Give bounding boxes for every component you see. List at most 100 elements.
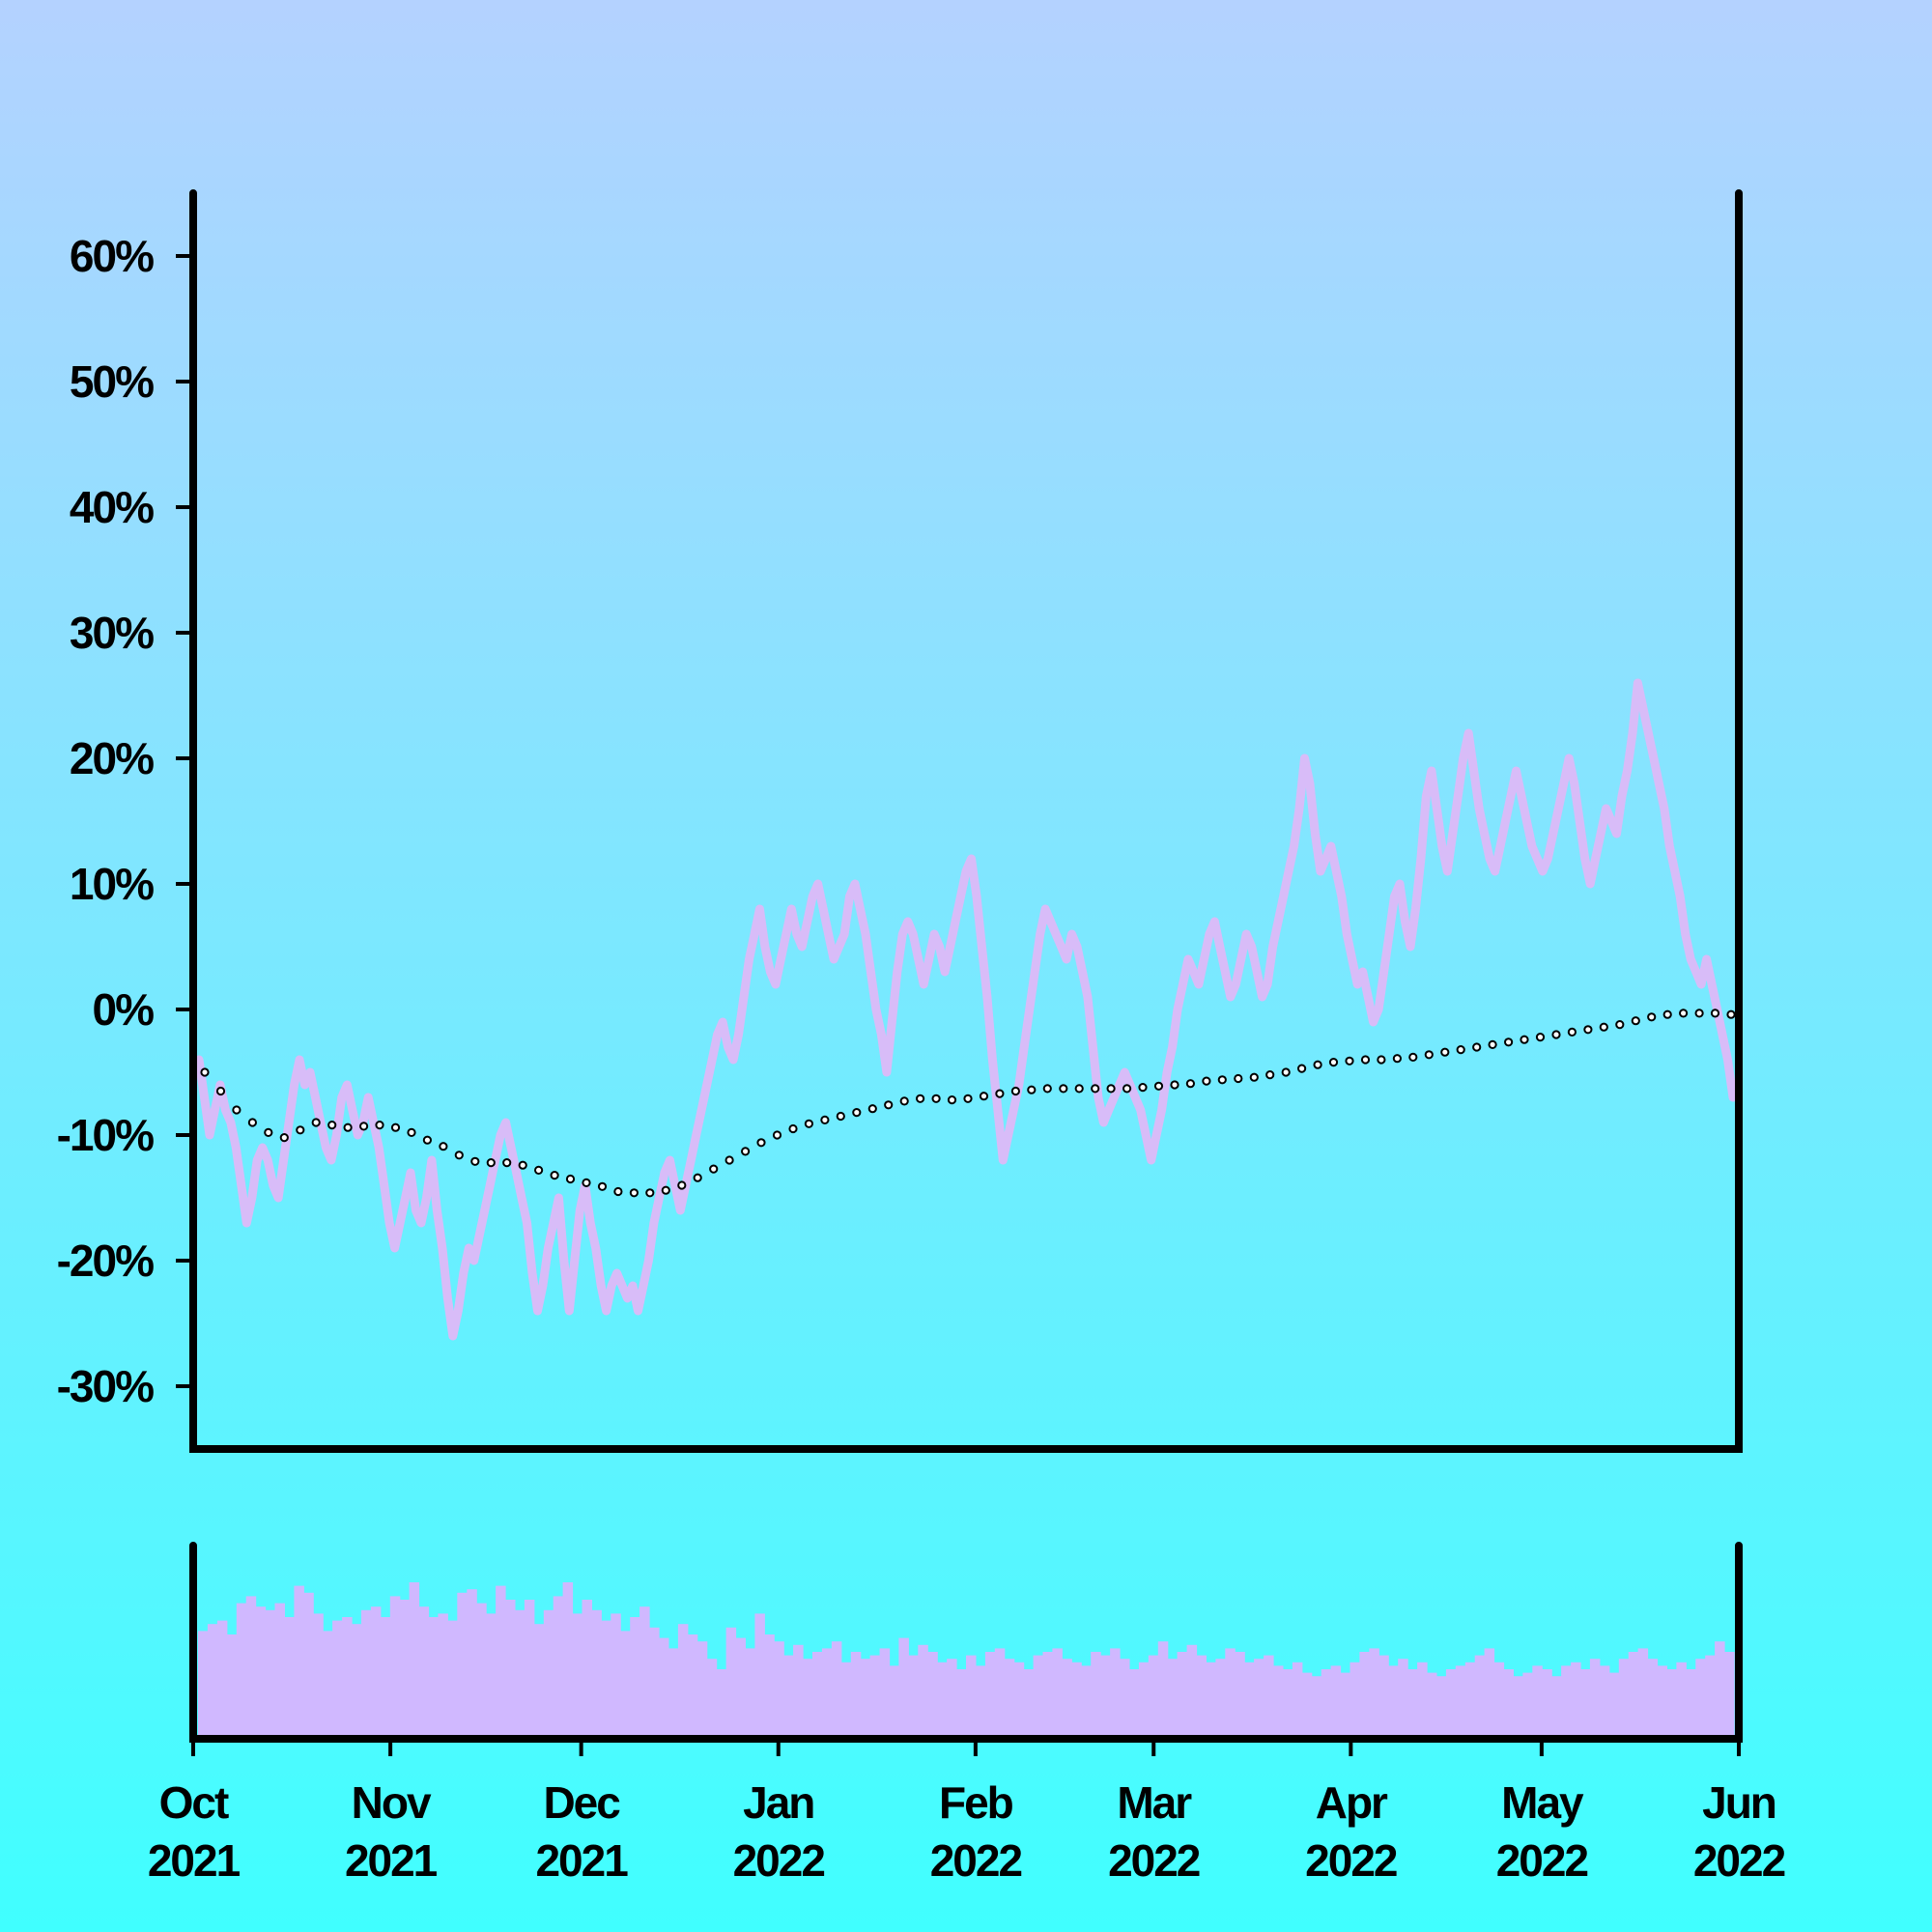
trend-point <box>1249 1072 1259 1082</box>
volume-bar <box>1196 1655 1207 1739</box>
volume-bar <box>352 1624 362 1739</box>
trend-point <box>279 1133 289 1143</box>
volume-bar <box>543 1609 554 1739</box>
volume-bar <box>1378 1655 1389 1739</box>
trend-point <box>820 1115 830 1125</box>
trend-point <box>1122 1084 1132 1094</box>
y-tick-label: -30% <box>57 1361 154 1411</box>
volume-bar <box>918 1644 928 1739</box>
trend-point <box>1217 1075 1227 1085</box>
volume-bar <box>1532 1665 1543 1739</box>
trend-point <box>884 1100 894 1110</box>
trend-point <box>867 1104 877 1114</box>
trend-point <box>1360 1055 1371 1065</box>
x-tick-label-month: Oct <box>159 1777 229 1828</box>
volume-bar <box>630 1617 640 1739</box>
volume-bar <box>399 1600 411 1739</box>
volume-bar <box>1388 1665 1399 1739</box>
trend-point <box>788 1123 798 1134</box>
volume-bar <box>1608 1672 1620 1739</box>
trend-point <box>582 1178 591 1188</box>
x-tick-label-month: Mar <box>1117 1777 1192 1828</box>
volume-bar <box>754 1613 765 1739</box>
trend-point <box>375 1121 384 1130</box>
trend-point <box>1662 1009 1672 1019</box>
volume-bar <box>898 1637 909 1739</box>
volume-bar <box>313 1613 324 1739</box>
volume-bar <box>370 1606 382 1739</box>
volume-bar <box>1254 1659 1264 1739</box>
volume-bar <box>803 1659 813 1739</box>
volume-bar <box>869 1655 881 1739</box>
volume-bar <box>735 1637 746 1739</box>
trend-point <box>1074 1084 1084 1094</box>
volume-bar <box>696 1641 708 1739</box>
volume-bar <box>1100 1655 1111 1739</box>
volume-bar <box>793 1644 804 1739</box>
volume-bar <box>706 1659 718 1739</box>
trend-point <box>247 1118 257 1127</box>
trend-point <box>597 1181 608 1191</box>
volume-bar <box>774 1641 784 1739</box>
volume-bar <box>1052 1648 1063 1739</box>
trend-point <box>916 1094 925 1103</box>
volume-bar <box>207 1624 218 1739</box>
trend-point <box>470 1156 480 1166</box>
volume-bar <box>1157 1641 1169 1739</box>
volume-bar <box>1215 1659 1226 1739</box>
volume-bar <box>1033 1655 1044 1739</box>
volume-bar <box>764 1634 775 1739</box>
volume-bar <box>1023 1669 1035 1739</box>
axes <box>189 189 1743 1743</box>
volume-bar <box>1637 1648 1649 1739</box>
volume-bar <box>1542 1669 1552 1739</box>
volume-panel-frame <box>189 1542 1743 1743</box>
trend-point <box>264 1127 273 1138</box>
trend-point <box>296 1125 305 1135</box>
volume-bar <box>1628 1652 1639 1739</box>
volume-bar <box>1580 1669 1591 1739</box>
volume-bar <box>1128 1669 1140 1739</box>
volume-bar <box>389 1596 401 1739</box>
trend-point <box>486 1158 496 1168</box>
y-tick-label: 30% <box>70 608 154 658</box>
trend-point <box>1583 1025 1593 1035</box>
x-tick-label-month: Feb <box>939 1777 1013 1828</box>
volume-bar <box>1225 1648 1236 1739</box>
trend-point <box>565 1174 576 1184</box>
volume-bar <box>524 1600 535 1739</box>
volume-bar <box>1695 1659 1706 1739</box>
y-tick-label: -10% <box>57 1110 154 1160</box>
volume-bar <box>927 1652 938 1739</box>
trend-point <box>518 1160 527 1170</box>
trend-point <box>1615 1020 1625 1030</box>
trend-point <box>1170 1080 1179 1090</box>
volume-bar <box>1004 1659 1015 1739</box>
trend-point <box>1551 1030 1561 1039</box>
trend-point <box>1631 1016 1640 1026</box>
volume-bar <box>467 1589 477 1739</box>
trend-point <box>1520 1035 1529 1044</box>
volume-bar <box>1062 1659 1072 1739</box>
volume-bar <box>265 1609 276 1739</box>
y-tick-label: -20% <box>57 1236 154 1286</box>
trend-point <box>1567 1027 1577 1037</box>
volume-bar <box>840 1662 852 1739</box>
trend-point <box>1392 1054 1403 1064</box>
trend-point <box>613 1186 623 1197</box>
volume-bar <box>418 1606 430 1739</box>
trend-point <box>439 1142 448 1151</box>
trend-point <box>1504 1037 1514 1047</box>
volume-bar <box>1321 1669 1332 1739</box>
volume-bar <box>1686 1669 1696 1739</box>
x-tick-label-month: Nov <box>352 1777 432 1828</box>
trend-point <box>215 1086 226 1096</box>
volume-bar <box>1235 1652 1245 1739</box>
trend-point <box>741 1147 751 1156</box>
trend-point <box>1281 1067 1291 1077</box>
volume-bar <box>245 1596 257 1739</box>
volume-bar <box>1042 1652 1053 1739</box>
trend-point <box>454 1151 464 1160</box>
volume-bar <box>1589 1659 1601 1739</box>
volume-bar <box>659 1637 669 1739</box>
